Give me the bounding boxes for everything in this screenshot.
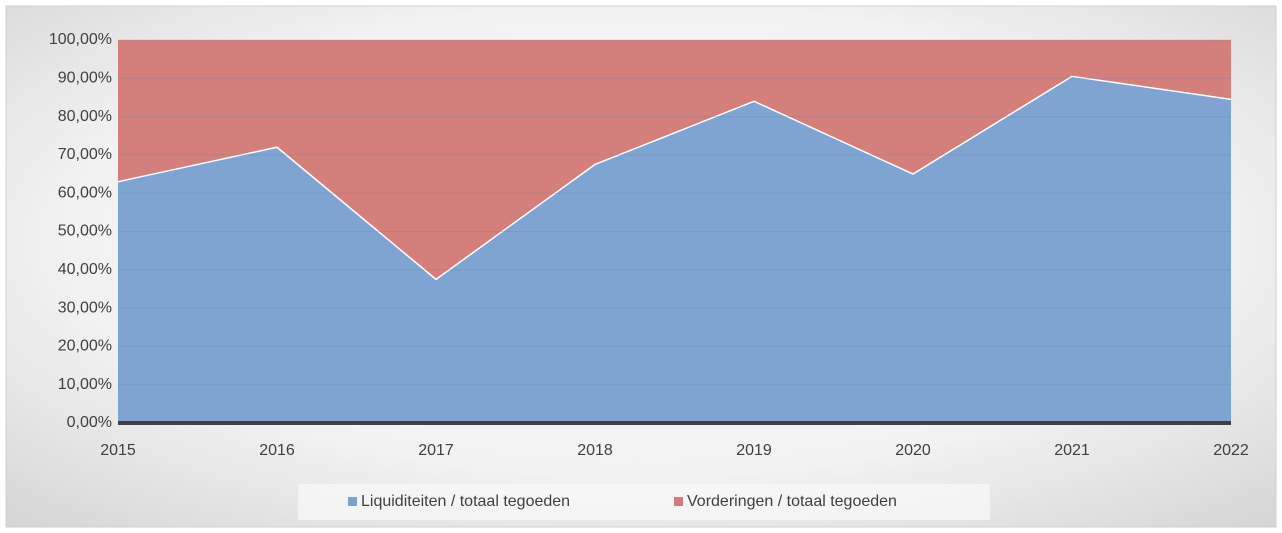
x-tick-label: 2018 [577, 442, 613, 459]
x-tick-label: 2019 [736, 442, 772, 459]
area [118, 76, 1231, 423]
x-tick-label: 2022 [1213, 442, 1249, 459]
y-tick-label: 80,00% [58, 108, 112, 125]
y-tick-label: 30,00% [58, 299, 112, 316]
x-tick-label: 2015 [100, 442, 136, 459]
x-tick-label: 2021 [1054, 442, 1090, 459]
y-tick-label: 70,00% [58, 146, 112, 163]
area [118, 40, 1231, 280]
legend-swatch [348, 497, 357, 506]
x-tick-label: 2020 [895, 442, 931, 459]
legend-swatch [674, 497, 683, 506]
y-tick-label: 60,00% [58, 184, 112, 201]
legend-label: Vorderingen / totaal tegoeden [687, 493, 897, 510]
y-tick-label: 40,00% [58, 261, 112, 278]
y-tick-label: 100,00% [49, 31, 112, 48]
y-tick-label: 90,00% [58, 70, 112, 87]
x-tick-label: 2017 [418, 442, 454, 459]
y-tick-label: 10,00% [58, 376, 112, 393]
y-tick-label: 0,00% [67, 414, 112, 431]
legend-background [298, 484, 990, 520]
x-tick-label: 2016 [259, 442, 295, 459]
legend-label: Liquiditeiten / totaal tegoeden [361, 493, 570, 510]
y-tick-label: 50,00% [58, 223, 112, 240]
y-tick-label: 20,00% [58, 338, 112, 355]
area-edge [117, 75, 1232, 281]
